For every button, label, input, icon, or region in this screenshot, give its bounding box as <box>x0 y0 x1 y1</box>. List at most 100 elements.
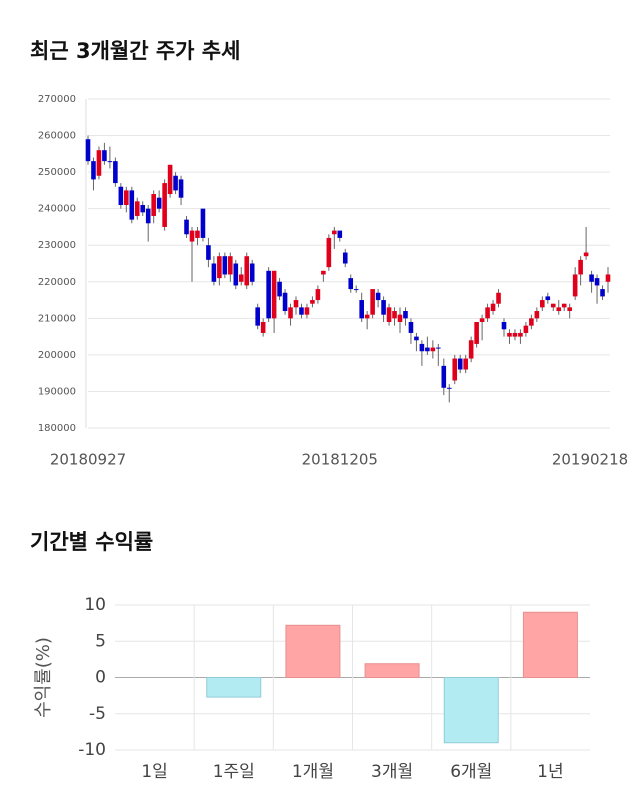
candle-body <box>386 307 392 322</box>
y-tick-label: 270000 <box>38 94 76 105</box>
candle-body <box>189 230 195 242</box>
candle-body <box>162 183 167 227</box>
candle-body <box>419 343 425 352</box>
candle-body <box>545 296 551 301</box>
candle-body <box>178 179 184 198</box>
candle-body <box>85 139 91 162</box>
candle-body <box>348 278 354 290</box>
candle-body <box>594 278 600 286</box>
x-tick-label: 6개월 <box>450 762 492 782</box>
candle-body <box>550 303 556 308</box>
candle-body <box>578 259 583 275</box>
y-tick-label: 200000 <box>38 350 76 361</box>
candle-body <box>364 314 370 319</box>
candle-body <box>326 237 332 268</box>
candle-body <box>233 263 239 286</box>
candle-body <box>512 332 518 337</box>
candle-body <box>414 336 419 341</box>
candle-body <box>217 256 222 279</box>
candle-body <box>490 303 496 312</box>
candle-body <box>485 307 490 319</box>
candle-body <box>91 161 96 180</box>
x-tick-label: 1일 <box>141 762 167 782</box>
candle-body <box>501 321 507 330</box>
candle-body <box>561 303 567 308</box>
candle-body <box>359 300 364 319</box>
candle-body <box>518 332 523 337</box>
candle-body <box>140 205 146 213</box>
candle-body <box>342 252 348 264</box>
candle-body <box>255 307 260 326</box>
y-tick-label: 5 <box>95 631 106 651</box>
candle-body <box>457 358 463 370</box>
candle-body <box>173 175 178 191</box>
y-tick-label: 190000 <box>38 386 76 397</box>
candle-body <box>222 256 228 275</box>
candle-body <box>266 270 271 319</box>
candle-body <box>430 347 436 352</box>
candle-body <box>249 263 255 282</box>
bar <box>285 624 341 678</box>
y-tick-label: 210000 <box>38 313 76 324</box>
bar <box>522 611 578 678</box>
candle-body <box>310 300 315 304</box>
candle-body <box>605 274 611 282</box>
y-tick-label: 0 <box>95 668 106 688</box>
y-tick-label: 10 <box>84 595 106 615</box>
candle-body <box>583 252 589 257</box>
candle-body <box>463 358 468 370</box>
candle-body <box>375 292 381 301</box>
candle-body <box>523 325 529 333</box>
x-tick-label: 3개월 <box>371 762 413 782</box>
candle-body <box>452 358 458 381</box>
candle-body <box>277 281 282 297</box>
candle-body <box>425 347 430 352</box>
candle-body <box>304 307 310 315</box>
candle-body <box>397 314 403 322</box>
candle-body <box>145 208 151 224</box>
candle-body <box>567 307 572 312</box>
candle-body <box>572 274 578 297</box>
candle-body <box>206 245 211 260</box>
candle-body <box>370 289 375 315</box>
candle-body <box>589 274 594 282</box>
candle-body <box>446 387 452 389</box>
candle-body <box>600 289 605 297</box>
candle-body <box>96 150 102 176</box>
candle-body <box>129 190 135 220</box>
y-tick-label: 250000 <box>38 167 76 178</box>
y-tick-label: 260000 <box>38 131 76 142</box>
candle-body <box>556 307 562 312</box>
candle-body <box>107 161 113 163</box>
x-tick-label: 20180927 <box>50 451 126 469</box>
x-tick-label: 20181205 <box>302 451 378 469</box>
candle-body <box>271 270 277 319</box>
candle-body <box>332 230 337 235</box>
bar <box>364 663 420 678</box>
candle-body <box>315 289 321 301</box>
candle-body <box>228 256 233 275</box>
candle-body <box>496 292 501 304</box>
candle-body <box>238 274 244 282</box>
candle-body <box>468 340 474 359</box>
x-tick-label: 20190218 <box>552 451 628 469</box>
candle-body <box>392 311 397 319</box>
candle-body <box>211 263 217 282</box>
candle-body <box>151 194 156 216</box>
candle-body <box>353 289 359 291</box>
candle-body <box>118 186 124 206</box>
candle-body <box>540 300 545 308</box>
candle-body <box>381 300 386 315</box>
y-tick-label: 230000 <box>38 240 76 251</box>
candle-body <box>403 311 408 319</box>
bar <box>443 677 499 744</box>
candle-body <box>195 230 200 238</box>
y-axis-label: 수익률(%) <box>33 637 54 718</box>
bar <box>206 677 262 698</box>
candle-body <box>282 292 288 312</box>
candle-body <box>299 307 304 315</box>
candle-body <box>507 332 512 337</box>
x-tick-label: 1주일 <box>213 762 255 782</box>
candle-body <box>479 318 485 322</box>
